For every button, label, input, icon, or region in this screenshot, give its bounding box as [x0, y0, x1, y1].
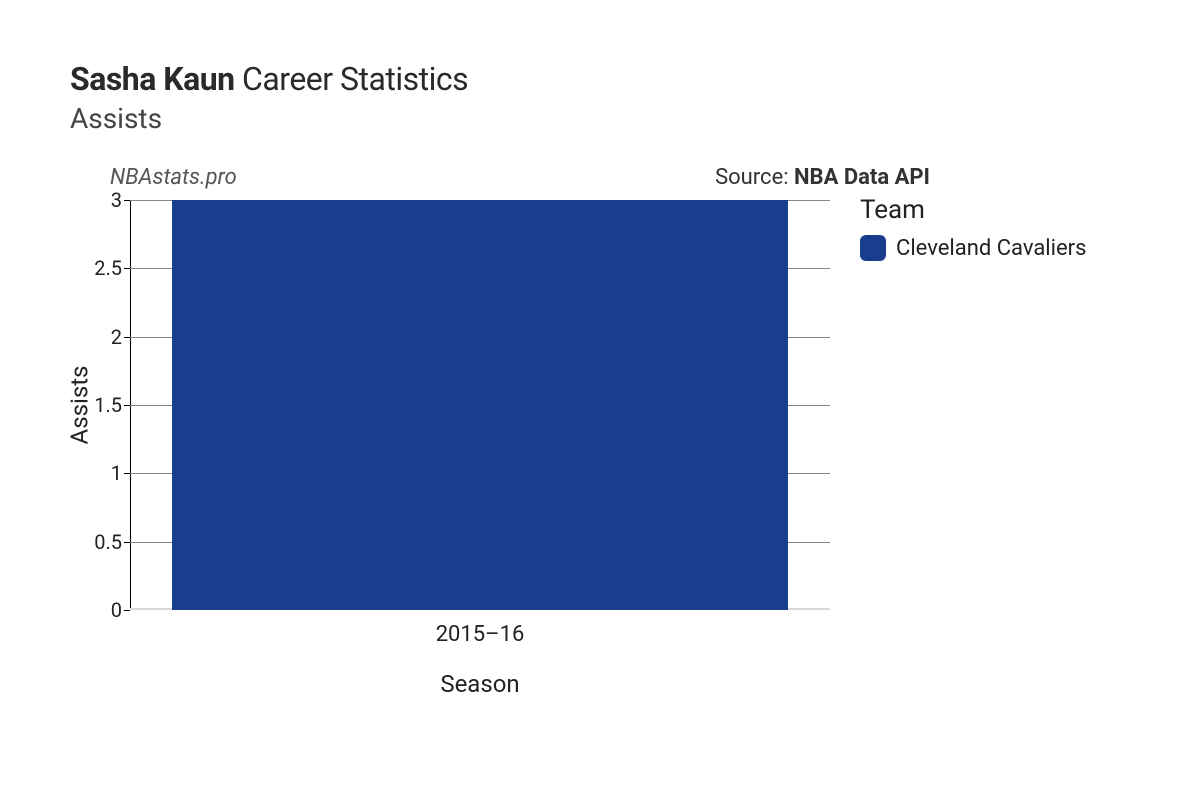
meta-row: NBAstats.pro Source: NBA Data API — [110, 165, 930, 190]
source-label: Source: NBA Data API — [715, 165, 930, 190]
chart-subtitle: Assists — [70, 102, 468, 135]
y-tick-label: 2.5 — [94, 256, 122, 280]
y-tick-mark — [124, 200, 130, 201]
legend-item: Cleveland Cavaliers — [860, 235, 1086, 261]
chart-title: Sasha Kaun Career Statistics — [70, 60, 468, 98]
y-tick-label: 2 — [111, 325, 122, 349]
legend: Team Cleveland Cavaliers — [860, 195, 1086, 261]
legend-title: Team — [860, 195, 1086, 225]
y-tick-label: 1.5 — [94, 393, 122, 417]
site-label: NBAstats.pro — [110, 165, 237, 190]
title-suffix: Career Statistics — [235, 60, 469, 98]
x-tick-label: 2015–16 — [436, 622, 525, 647]
y-axis-title: Assists — [65, 366, 93, 445]
source-name: NBA Data API — [794, 165, 930, 190]
chart-header: Sasha Kaun Career Statistics Assists — [70, 60, 468, 135]
player-name: Sasha Kaun — [70, 60, 235, 98]
y-tick-mark — [124, 268, 130, 269]
legend-label: Cleveland Cavaliers — [896, 236, 1086, 261]
y-tick-label: 1 — [111, 461, 122, 485]
y-tick-label: 0 — [111, 598, 122, 622]
plot-area: 00.511.522.532015–16 — [130, 200, 830, 610]
y-tick-label: 3 — [111, 188, 122, 212]
x-axis-title: Season — [440, 670, 519, 698]
y-tick-label: 0.5 — [94, 530, 122, 554]
y-tick-mark — [124, 405, 130, 406]
y-tick-mark — [124, 337, 130, 338]
bar — [172, 200, 788, 610]
y-tick-mark — [124, 542, 130, 543]
legend-swatch — [860, 235, 886, 261]
y-tick-mark — [124, 610, 130, 611]
y-tick-mark — [124, 473, 130, 474]
source-prefix: Source: — [715, 165, 794, 190]
